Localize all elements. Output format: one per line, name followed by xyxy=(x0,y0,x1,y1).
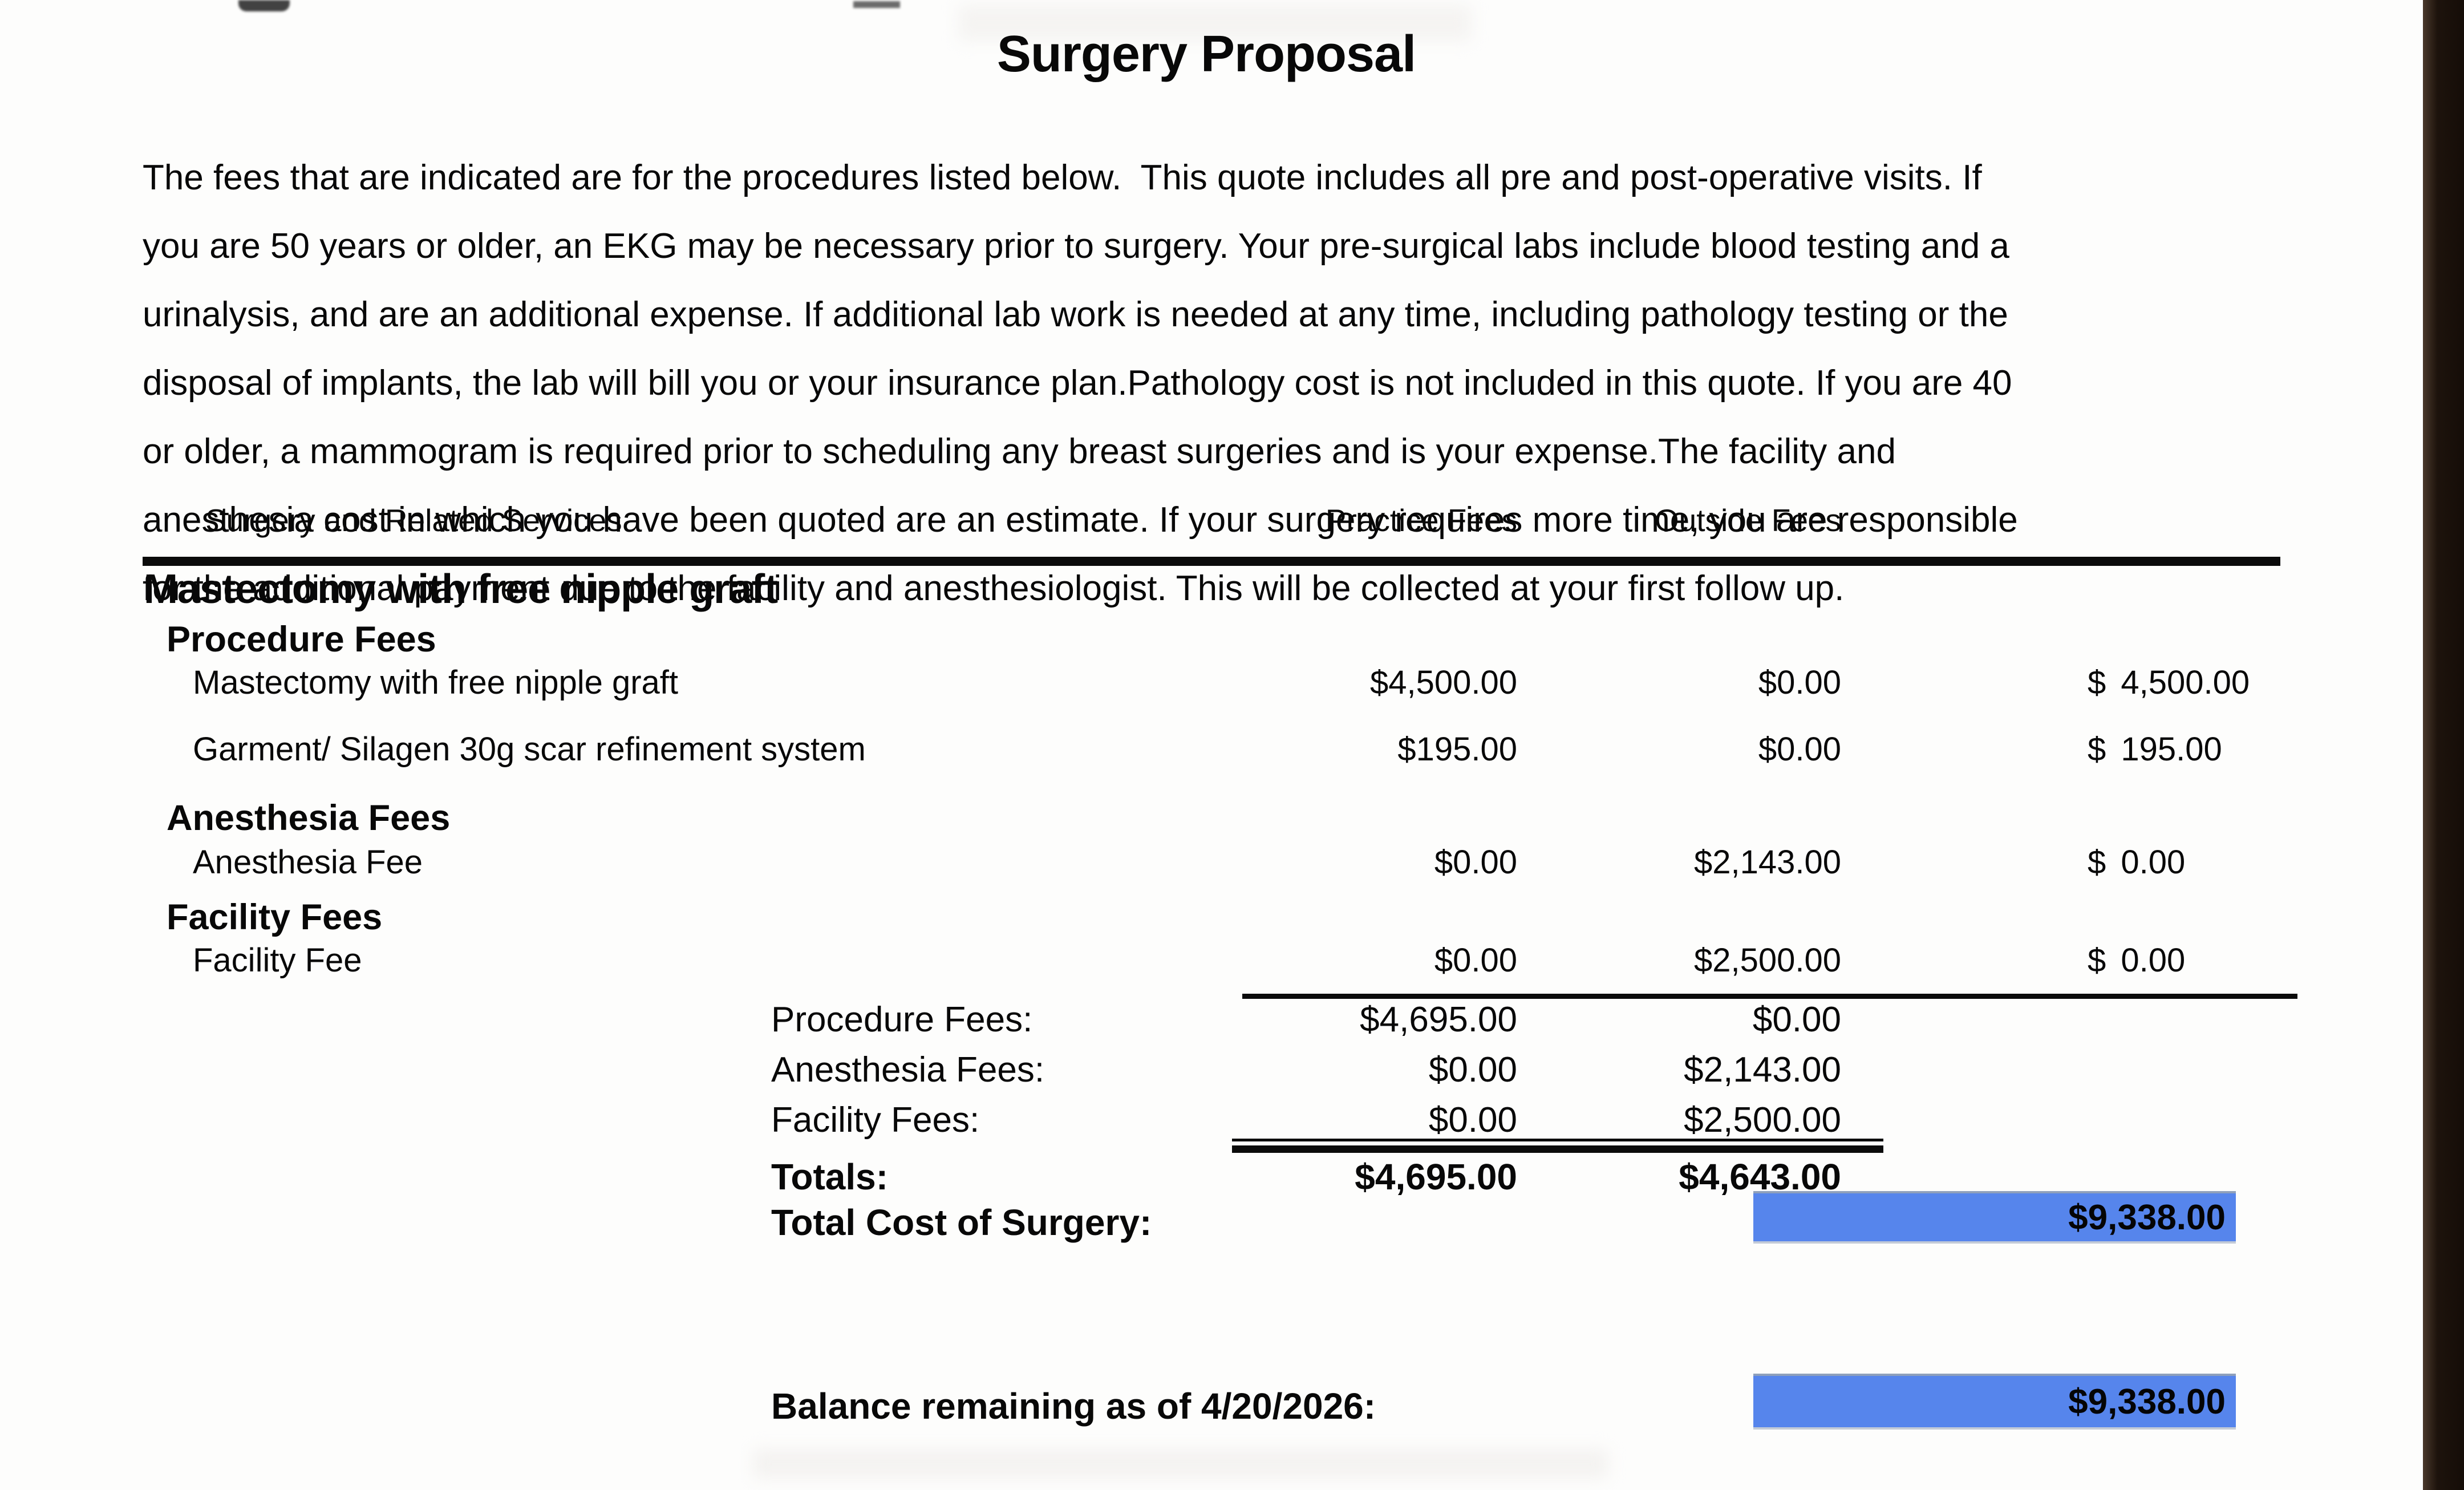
intro-line: The fees that are indicated are for the … xyxy=(143,158,1982,197)
practice-fee-value: $195.00 xyxy=(1397,731,1517,768)
section-label: Anesthesia Fees xyxy=(167,798,451,838)
page-title: Surgery Proposal xyxy=(996,26,1416,83)
table-row: Facility Fee $0.00 $2,500.00 $ 0.00 xyxy=(0,941,2464,987)
line-total-value: $ 195.00 xyxy=(2088,731,2222,768)
group-title: Mastectomy with free nipple graft xyxy=(144,566,778,612)
summary-practice-value: $4,695.00 xyxy=(1360,1000,1517,1039)
summary-outside-value: $0.00 xyxy=(1752,1000,1841,1039)
practice-fee-value: $4,500.00 xyxy=(1369,664,1517,701)
outside-fee-value: $2,143.00 xyxy=(1693,844,1841,881)
column-header-services: Surgery and Related Services xyxy=(205,503,622,538)
practice-fee-value: $0.00 xyxy=(1434,942,1517,979)
intro-line: anesthesia cost in which you have been q… xyxy=(143,500,2018,540)
intro-line: you are 50 years or older, an EKG may be… xyxy=(143,226,2009,266)
totals-label: Totals: xyxy=(771,1156,889,1197)
summary-label: Facility Fees: xyxy=(771,1100,980,1140)
table-section-row: Anesthesia Fees xyxy=(0,797,2464,843)
summary-label: Anesthesia Fees: xyxy=(771,1050,1045,1090)
table-row: Anesthesia Fee $0.00 $2,143.00 $ 0.00 xyxy=(0,843,2464,889)
totals-divider xyxy=(1232,1145,1883,1153)
balance-label: Balance remaining as of 4/20/2026: xyxy=(771,1386,1376,1427)
header-divider xyxy=(143,557,2280,566)
table-group-row: Mastectomy with free nipple graft xyxy=(0,566,2464,612)
totals-outside-value: $4,643.00 xyxy=(1679,1156,1841,1197)
scan-smudge xyxy=(753,1449,1608,1479)
balance-row: Balance remaining as of 4/20/2026: xyxy=(0,1385,2464,1431)
totals-divider xyxy=(1232,1139,1883,1141)
summary-row: Procedure Fees: $4,695.00 $0.00 xyxy=(0,999,2464,1045)
column-header-outside-fees: Outside Fees xyxy=(1654,503,1841,538)
summary-outside-value: $2,143.00 xyxy=(1684,1050,1841,1090)
table-section-row: Procedure Fees xyxy=(0,619,2464,665)
scan-artifact-mark xyxy=(853,1,900,8)
balance-value: $9,338.00 xyxy=(2068,1382,2226,1422)
summary-row: Facility Fees: $0.00 $2,500.00 xyxy=(0,1100,2464,1145)
grand-total-highlight: $9,338.00 xyxy=(1753,1191,2236,1244)
line-total-value: $ 4,500.00 xyxy=(2088,664,2250,701)
item-label: Garment/ Silagen 30g scar refinement sys… xyxy=(193,731,866,768)
outside-fee-value: $0.00 xyxy=(1758,731,1841,768)
table-header-row: Surgery and Related Services Practice Fe… xyxy=(0,502,2464,548)
table-row: Garment/ Silagen 30g scar refinement sys… xyxy=(0,730,2464,776)
intro-paragraph: The fees that are indicated are for the … xyxy=(143,133,2018,633)
item-label: Anesthesia Fee xyxy=(193,844,423,881)
item-label: Facility Fee xyxy=(193,942,362,979)
summary-outside-value: $2,500.00 xyxy=(1684,1100,1841,1140)
scan-artifact-mark xyxy=(238,0,290,11)
line-total-value: $ 0.00 xyxy=(2088,942,2186,979)
section-label: Procedure Fees xyxy=(167,620,436,659)
grand-total-value: $9,338.00 xyxy=(2068,1197,2226,1237)
grand-total-row: Total Cost of Surgery: xyxy=(0,1201,2464,1247)
practice-fee-value: $0.00 xyxy=(1434,844,1517,881)
intro-line: or older, a mammogram is required prior … xyxy=(143,432,1896,471)
table-row: Mastectomy with free nipple graft $4,500… xyxy=(0,663,2464,709)
outside-fee-value: $0.00 xyxy=(1758,664,1841,701)
totals-practice-value: $4,695.00 xyxy=(1355,1156,1517,1197)
scan-edge-shadow xyxy=(2423,0,2464,1490)
balance-highlight: $9,338.00 xyxy=(1753,1374,2236,1430)
totals-row: Totals: $4,695.00 $4,643.00 xyxy=(0,1156,2464,1201)
summary-divider xyxy=(1242,994,2297,999)
intro-line: for the additional payment due to the fa… xyxy=(143,569,1845,608)
line-total-value: $ 0.00 xyxy=(2088,844,2186,881)
item-label: Mastectomy with free nipple graft xyxy=(193,664,679,701)
summary-label: Procedure Fees: xyxy=(771,1000,1033,1039)
outside-fee-value: $2,500.00 xyxy=(1693,942,1841,979)
intro-line: urinalysis, and are an additional expens… xyxy=(143,295,2008,334)
summary-practice-value: $0.00 xyxy=(1428,1050,1517,1090)
summary-practice-value: $0.00 xyxy=(1428,1100,1517,1140)
intro-line: disposal of implants, the lab will bill … xyxy=(143,363,2012,403)
section-label: Facility Fees xyxy=(167,897,383,937)
scan-smudge xyxy=(958,5,1472,41)
column-header-practice-fees: Practice Fees xyxy=(1325,503,1517,538)
table-section-row: Facility Fees xyxy=(0,897,2464,942)
grand-total-label: Total Cost of Surgery: xyxy=(771,1202,1152,1243)
summary-row: Anesthesia Fees: $0.00 $2,143.00 xyxy=(0,1050,2464,1095)
